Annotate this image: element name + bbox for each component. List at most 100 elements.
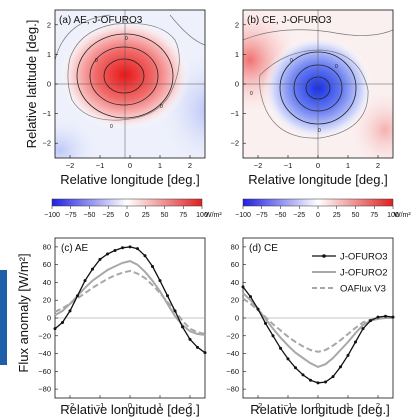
data-point: [286, 357, 290, 361]
contour-label: 0: [160, 104, 163, 110]
data-point: [271, 334, 275, 338]
colorbar-tick-label: −50: [84, 212, 96, 219]
data-point: [61, 320, 64, 324]
contour-line: [243, 29, 393, 41]
map-panel-ce: (b) CE, J-OFURO3 0 0 0 0: [242, 9, 394, 159]
x-tick-label: 1: [346, 401, 350, 410]
data-point: [316, 381, 320, 385]
colorbar-tick-label: 25: [333, 212, 341, 219]
x-tick-label: 1: [346, 161, 350, 170]
data-point: [136, 247, 139, 251]
data-point: [151, 264, 154, 268]
data-point: [256, 307, 260, 311]
data-point: [384, 314, 387, 318]
map-ticks: −2 −1 0 1 2 2 1 0 −1 −2 −2 −1 0 1 2 2 1 0 −1 −2: [42, 20, 380, 170]
legend-label: J-OFURO3: [340, 252, 388, 263]
y-tick-label: 1: [47, 50, 51, 59]
data-point: [249, 295, 252, 299]
data-point: [361, 327, 365, 331]
x-tick-label: −1: [96, 401, 105, 410]
map-panel-ae: (a) AE, J-OFURO3 0 0 0 0: [54, 9, 206, 159]
data-point: [241, 285, 245, 289]
y-tick-label: 40: [231, 278, 239, 287]
line-xlabel-d: Relative longitude [deg.]: [250, 402, 389, 417]
y-tick-label: −40: [38, 349, 51, 358]
contour-label: 0: [110, 124, 113, 130]
y-tick-label: 0: [47, 314, 51, 323]
y-tick-label: −1: [230, 109, 239, 118]
data-point: [346, 353, 350, 357]
x-tick-label: −2: [66, 161, 75, 170]
legend-label: J-OFURO2: [340, 268, 388, 279]
y-tick-label: −2: [230, 139, 239, 148]
colorbar-tick-label: 0: [316, 212, 320, 219]
y-tick-label: 2: [47, 20, 51, 29]
data-point: [354, 340, 357, 344]
contour-line: [55, 14, 111, 61]
data-point: [196, 345, 199, 349]
data-point: [294, 366, 297, 370]
legend-label: OAFlux V3: [340, 284, 386, 295]
data-point: [279, 346, 282, 350]
y-tick-label: 2: [235, 20, 239, 29]
panel-title-b: (b) CE, J-OFURO3: [247, 15, 332, 26]
data-point: [83, 279, 87, 283]
colorbar-tick-label: 100: [196, 212, 208, 219]
colorbar-tick-label: 50: [352, 212, 360, 219]
y-tick-label: −80: [38, 385, 51, 394]
data-point: [324, 380, 327, 384]
data-point: [309, 378, 312, 382]
edge-color-strip: [0, 270, 7, 365]
data-point: [301, 373, 305, 377]
line-chart-ce: −2 −1 0 1 2 80 60 40 20 0 −20 −40 −60 −80 (d) CE: [226, 237, 395, 410]
series-line-j-ofuro2: [242, 292, 393, 368]
contour-label: 0: [335, 64, 338, 70]
line-chart-ae: −2 −1 0 1 2 80 60 40 20 0 −20 −40 −60 −80 (c) AE: [38, 237, 207, 410]
contour-label: 0: [290, 58, 293, 64]
colorbar-tick-label: 25: [142, 212, 150, 219]
y-tick-label: 60: [43, 260, 51, 269]
contour-label: 0: [250, 91, 253, 97]
x-tick-label: 1: [158, 401, 162, 410]
colorbar-unit: W/m²: [205, 212, 222, 219]
y-tick-label: −60: [226, 367, 239, 376]
contour-label: 0: [125, 36, 128, 42]
chart-title: (c) AE: [61, 243, 89, 254]
y-tick-label: 0: [235, 80, 239, 89]
colorbar-tick-label: 75: [179, 212, 187, 219]
colorbar-tick-label: −50: [275, 212, 287, 219]
data-point: [128, 245, 132, 249]
data-point: [203, 351, 207, 355]
y-tick-label: 20: [43, 296, 51, 305]
data-point: [98, 257, 102, 261]
data-point: [181, 325, 184, 329]
x-tick-label: 2: [376, 161, 380, 170]
contour-label: 0: [95, 58, 98, 64]
data-point: [53, 327, 57, 331]
x-tick-label: −1: [96, 161, 105, 170]
y-tick-label: 0: [47, 80, 51, 89]
series-line-oaflux-v3: [54, 269, 206, 335]
x-tick-label: 2: [188, 401, 192, 410]
map-ylabel: Relative latitude [deg.]: [24, 20, 39, 149]
data-point: [76, 294, 79, 298]
x-tick-label: −2: [254, 161, 263, 170]
line-ylabel: Flux anomaly [W/m²]: [16, 253, 31, 372]
data-point: [113, 248, 117, 252]
y-tick-label: 80: [231, 242, 239, 251]
colorbar-tick-label: −100: [44, 212, 60, 219]
contour-line: [89, 46, 159, 106]
y-tick-label: 80: [43, 242, 51, 251]
data-point: [376, 315, 380, 319]
x-tick-label: 2: [376, 401, 380, 410]
line-xlabel-c: Relative longitude [deg.]: [60, 402, 199, 417]
y-tick-label: −40: [226, 349, 239, 358]
colorbar-tick-label: −75: [65, 212, 77, 219]
colorbar-tick-label: 50: [161, 212, 169, 219]
data-point: [106, 252, 109, 256]
y-tick-label: 1: [235, 50, 239, 59]
colorbar-ticks: −100 −75 −50 −25 0 25 50 75 100 −100 −75 −50 −25 0 25 5…: [44, 206, 399, 219]
data-point: [68, 309, 72, 313]
x-tick-label: −2: [254, 401, 263, 410]
colorbar-tick-label: −25: [102, 212, 114, 219]
